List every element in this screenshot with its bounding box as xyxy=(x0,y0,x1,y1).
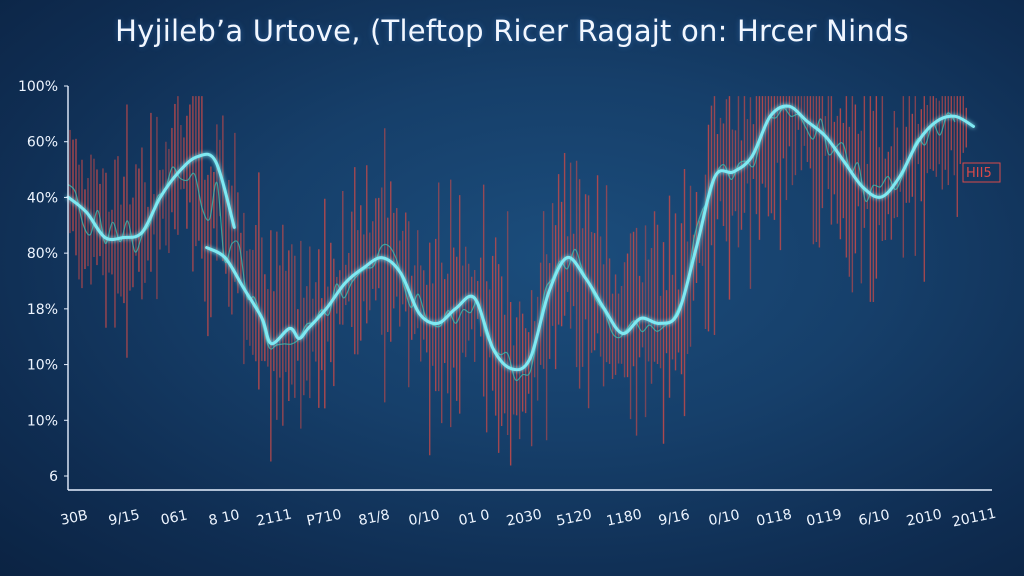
x-tick-label: 0119 xyxy=(805,507,843,530)
y-tick-label: 60% xyxy=(27,135,58,151)
x-tick-label: P710 xyxy=(305,507,343,530)
x-axis-ticks: 30B 9/15 061 8 10 2111 P710 81/8 0/10 01 0 2030 51… xyxy=(59,506,998,531)
x-tick-label: 9/15 xyxy=(107,507,141,529)
y-tick-label: 40% xyxy=(27,190,58,206)
x-tick-label: 2030 xyxy=(505,507,543,530)
price-bars xyxy=(69,96,967,466)
y-tick-label: 18% xyxy=(27,302,58,318)
y-axis-ticks: 100% 60% 40% 80% 18% 10% 10% 6 xyxy=(18,79,68,485)
x-tick-label: 6/10 xyxy=(857,507,891,529)
annotation-box xyxy=(962,162,1001,183)
x-tick-label: 01 0 xyxy=(457,507,491,529)
x-tick-label: 2111 xyxy=(255,507,293,530)
moving-average-line xyxy=(67,107,956,381)
y-tick-label: 6 xyxy=(49,469,58,485)
x-tick-label: 81/8 xyxy=(357,507,391,529)
y-tick-label: 80% xyxy=(27,246,58,262)
y-tick-label: 10% xyxy=(27,413,58,429)
moving-average-series xyxy=(67,107,956,381)
x-tick-label: 9/16 xyxy=(657,507,691,529)
x-tick-label: 1180 xyxy=(605,507,643,530)
trend-line-2 xyxy=(205,104,975,372)
y-tick-label: 100% xyxy=(18,79,58,95)
x-tick-label: 061 xyxy=(159,507,188,528)
y-tick-label: 10% xyxy=(27,358,58,374)
x-tick-label: 0/10 xyxy=(407,507,441,529)
chart-title: Hyjileb’a Urtove, (Tleftop Ricer Ragajt … xyxy=(115,14,909,48)
x-tick-label: 2010 xyxy=(905,507,943,530)
trend-line-1 xyxy=(66,152,236,242)
trend-series xyxy=(66,104,975,372)
x-tick-label: 0/10 xyxy=(707,507,741,529)
x-tick-label: 8 10 xyxy=(207,507,241,529)
x-tick-label: 0118 xyxy=(755,507,793,530)
x-tick-label: 5120 xyxy=(555,507,593,530)
annotation-label: HII5 xyxy=(966,166,992,181)
x-tick-label: 20111 xyxy=(951,506,998,531)
x-tick-label: 30B xyxy=(59,507,89,528)
